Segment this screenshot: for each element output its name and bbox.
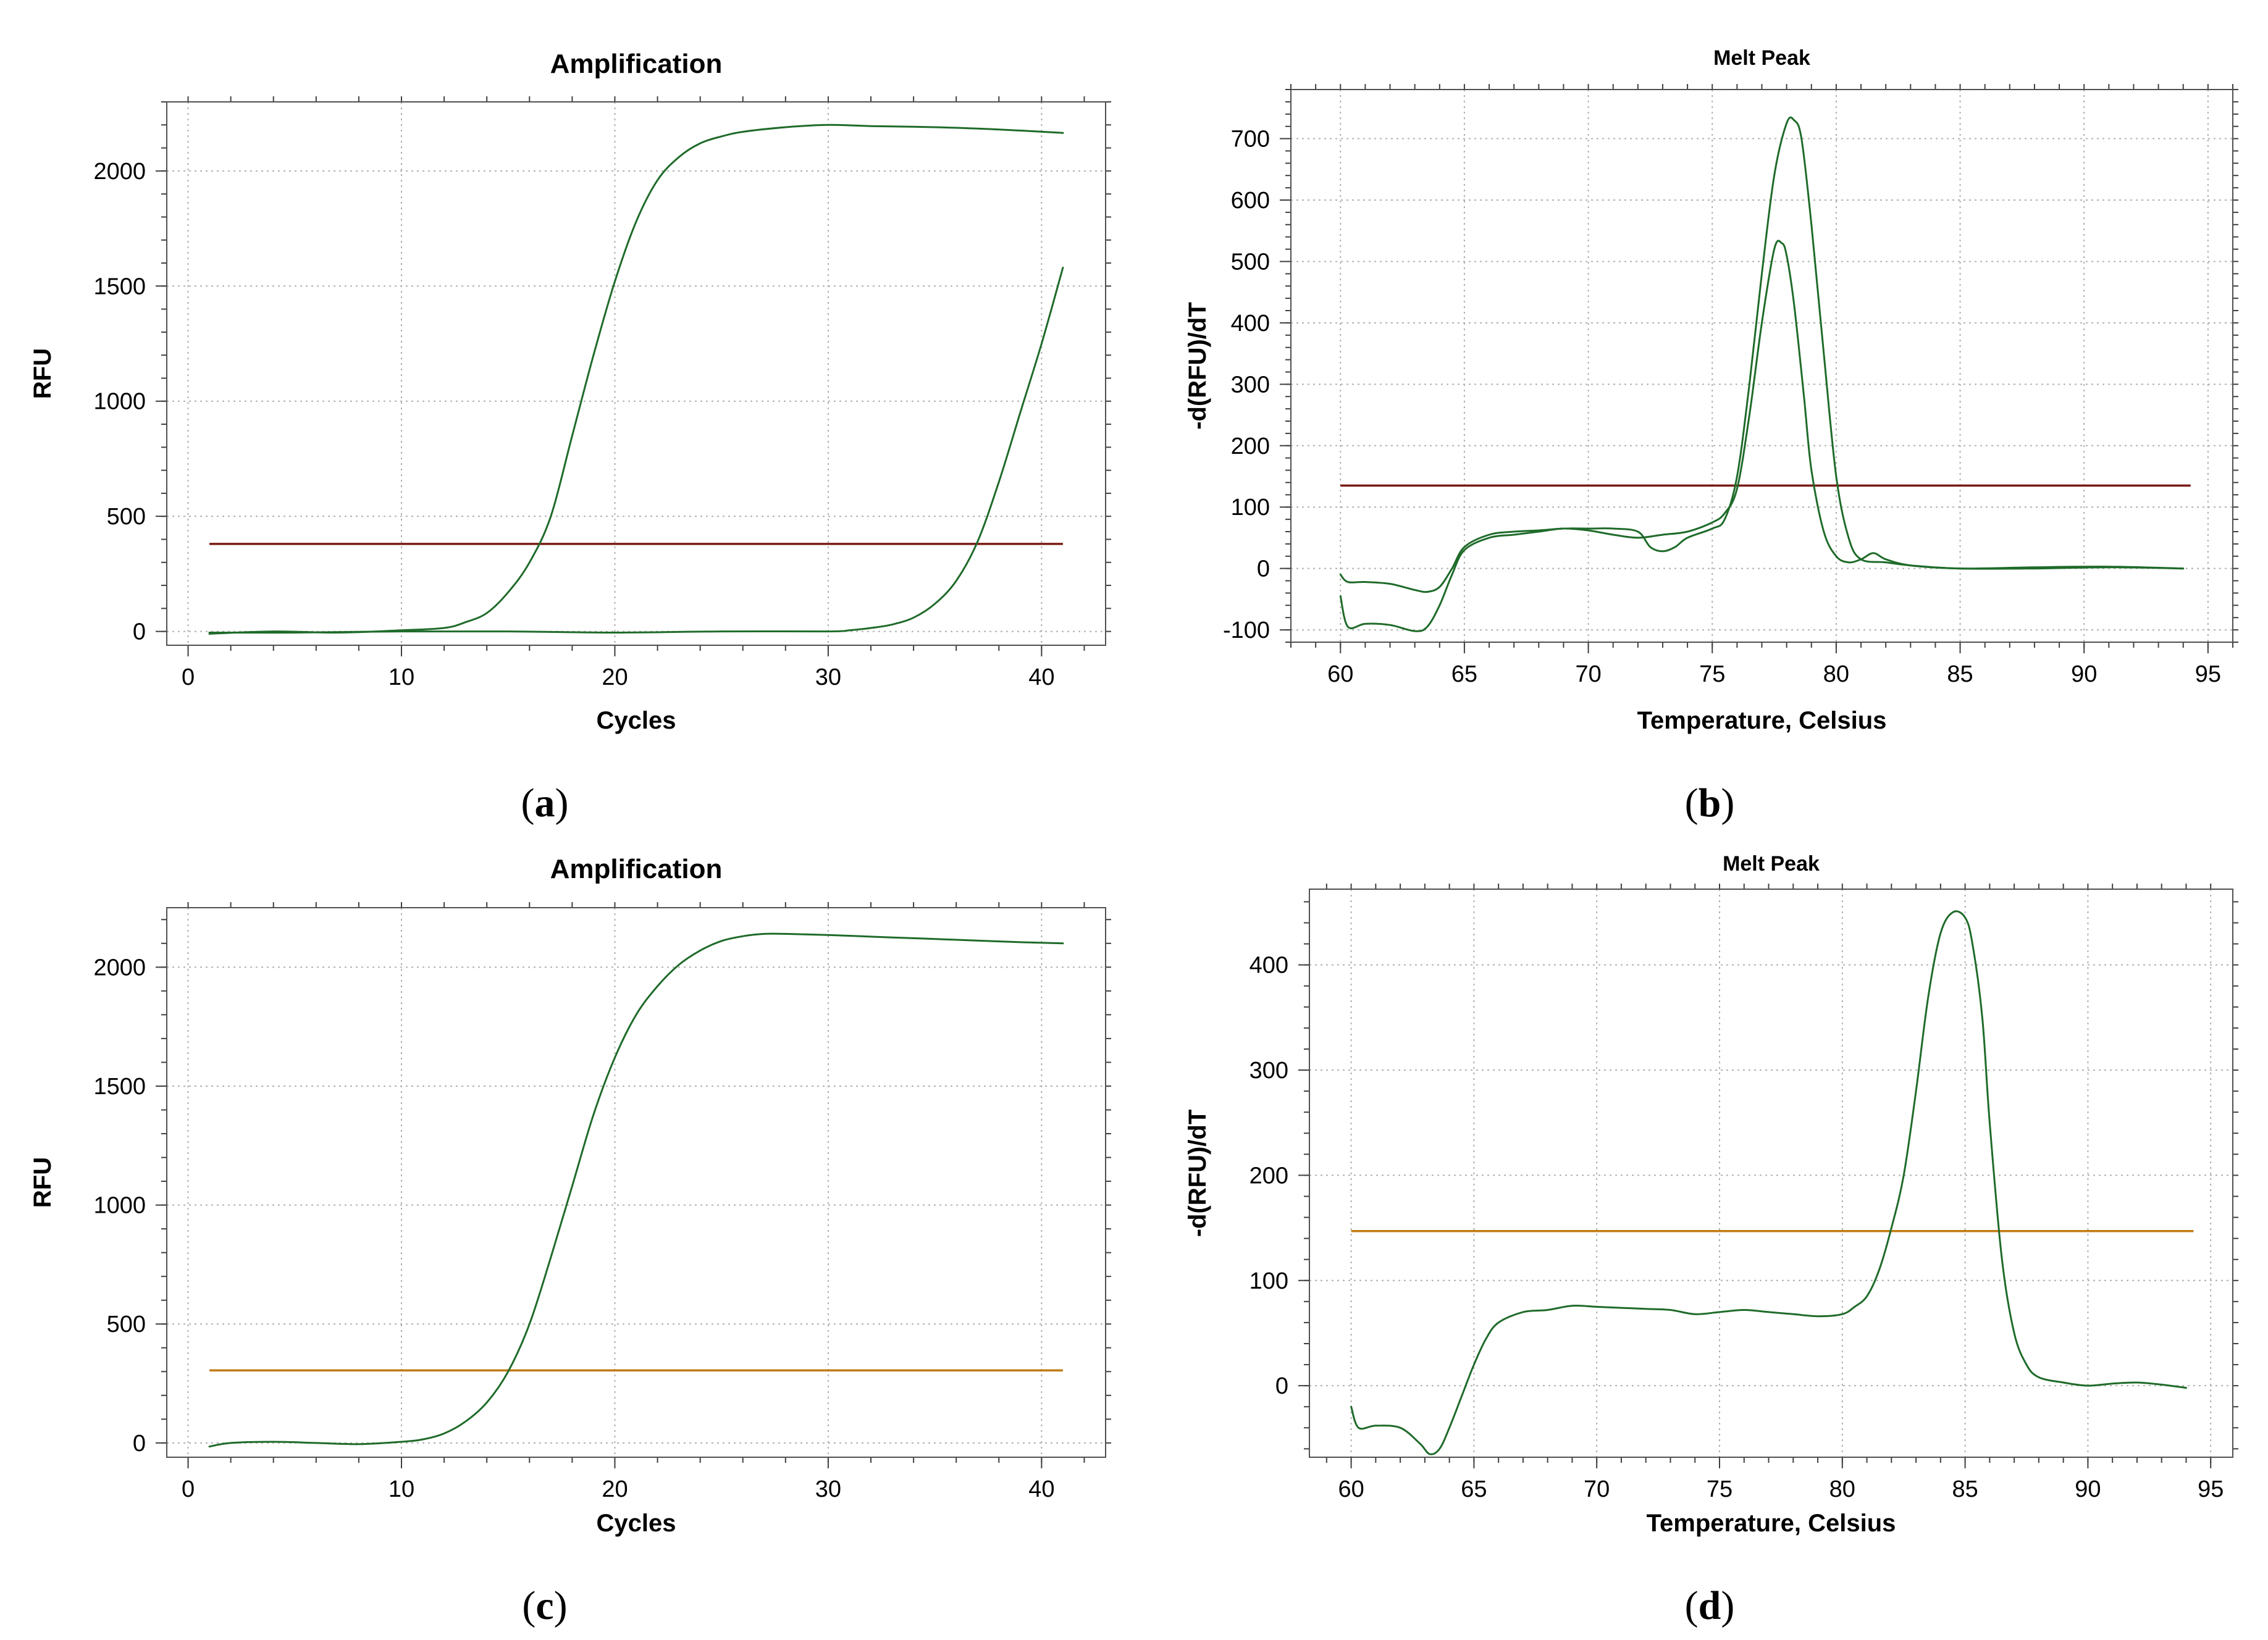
y-tick-label: 2000 <box>93 159 146 185</box>
x-tick-label: 10 <box>388 664 414 690</box>
panel-label-letter: b <box>1699 780 1721 826</box>
series-line-1 <box>1339 240 2185 632</box>
y-axis-label: -d(RFU)/dT <box>1184 1110 1211 1237</box>
panel-label-letter: d <box>1699 1583 1721 1628</box>
x-tick-label: 30 <box>815 1476 841 1502</box>
x-tick-label: 60 <box>1327 661 1353 687</box>
x-tick-label: 40 <box>1028 1476 1054 1502</box>
y-tick-label: 1500 <box>93 274 146 299</box>
chart-panel-d: Melt Peak 60 65 70 75 80 85 90 95 0 100 200 300 400 Te… <box>1184 852 2238 1628</box>
y-axis-label: RFU <box>29 1157 56 1208</box>
x-tick-label: 40 <box>1028 664 1054 690</box>
y-tick-label: 300 <box>1250 1058 1288 1084</box>
x-tick-label: 60 <box>1338 1476 1364 1502</box>
plot-frame <box>1309 889 2233 1458</box>
chart-panel-b: Melt Peak 60 65 70 75 80 85 90 95 -100 0 100 200 300 4… <box>1184 46 2238 826</box>
panel-label-close: ) <box>555 780 569 826</box>
panel-label-close: ) <box>1721 1583 1734 1628</box>
series-line-2 <box>208 267 1064 634</box>
panel-label-letter: a <box>535 780 555 826</box>
y-tick-label: 0 <box>1257 556 1270 582</box>
panel-label-open: ( <box>522 1583 536 1628</box>
y-tick-label: 100 <box>1250 1268 1288 1294</box>
y-tick-label: 1000 <box>93 389 146 415</box>
y-tick-label: 400 <box>1250 953 1288 979</box>
panel-label-close: ) <box>1721 780 1734 826</box>
y-tick-label: 400 <box>1231 311 1270 337</box>
panel-label-close: ) <box>554 1583 568 1628</box>
y-tick-label: 700 <box>1231 127 1270 153</box>
panel-label-d: (d) <box>1685 1583 1735 1628</box>
plot-area <box>167 908 1106 1457</box>
y-tick-label: 500 <box>1231 249 1270 275</box>
chart-title: Amplification <box>550 49 723 79</box>
x-axis-label: Cycles <box>597 1510 676 1537</box>
x-tick-label: 95 <box>2195 661 2221 687</box>
y-tick-label: -100 <box>1223 617 1270 643</box>
y-tick-label: 600 <box>1231 188 1270 214</box>
y-tick-label: 0 <box>133 1431 146 1457</box>
y-tick-label: 500 <box>107 504 146 530</box>
panel-label-open: ( <box>521 780 535 826</box>
chart-panel-a: Amplification 0 10 20 30 40 0 500 1000 1500 2000 Cy… <box>29 49 1111 826</box>
y-tick-label: 500 <box>107 1312 146 1337</box>
plot-area <box>1291 90 2233 642</box>
series-line-2 <box>1339 116 2185 593</box>
plot-frame <box>1290 89 2233 643</box>
plot-frame <box>166 907 1106 1458</box>
panel-label-letter: c <box>536 1583 553 1628</box>
y-tick-label: 200 <box>1250 1163 1288 1189</box>
series-line-1 <box>208 123 1064 635</box>
x-tick-label: 10 <box>388 1476 414 1502</box>
x-tick-label: 90 <box>2071 661 2097 687</box>
x-tick-label: 0 <box>182 664 195 690</box>
y-tick-label: 0 <box>133 619 146 645</box>
x-tick-label: 65 <box>1461 1476 1487 1502</box>
x-tick-label: 20 <box>602 664 628 690</box>
chart-title: Melt Peak <box>1723 852 1820 876</box>
panel-label-open: ( <box>1685 1583 1699 1628</box>
x-tick-label: 80 <box>1823 661 1849 687</box>
plot-frame <box>166 101 1106 646</box>
y-axis-label: -d(RFU)/dT <box>1184 302 1211 430</box>
x-tick-label: 0 <box>182 1476 195 1502</box>
chart-panel-c: Amplification 0 10 20 30 40 0 500 1000 1500 2000 Cy… <box>29 854 1111 1628</box>
series-line-1 <box>1350 910 2187 1455</box>
y-tick-label: 200 <box>1231 433 1270 459</box>
x-axis-label: Cycles <box>597 707 676 734</box>
y-tick-label: 1500 <box>93 1074 146 1100</box>
chart-title: Melt Peak <box>1713 46 1810 70</box>
plot-area <box>167 102 1106 645</box>
x-tick-label: 20 <box>602 1476 628 1502</box>
plot-area <box>1309 889 2233 1457</box>
x-tick-label: 75 <box>1707 1476 1732 1502</box>
x-tick-label: 85 <box>1952 1476 1978 1502</box>
x-tick-label: 70 <box>1575 661 1601 687</box>
x-tick-label: 65 <box>1451 661 1477 687</box>
x-tick-label: 90 <box>2075 1476 2101 1502</box>
x-tick-label: 30 <box>815 664 841 690</box>
y-axis-label: RFU <box>29 348 56 399</box>
y-tick-label: 2000 <box>93 955 146 981</box>
x-axis-label: Temperature, Celsius <box>1637 707 1887 734</box>
panel-label-c: (c) <box>522 1583 567 1628</box>
x-tick-label: 85 <box>1947 661 1973 687</box>
chart-title: Amplification <box>550 854 723 884</box>
x-tick-label: 70 <box>1584 1476 1610 1502</box>
panel-label-a: (a) <box>521 780 569 826</box>
series-line-1 <box>208 932 1064 1448</box>
x-tick-label: 95 <box>2198 1476 2224 1502</box>
x-tick-label: 80 <box>1829 1476 1855 1502</box>
y-tick-label: 300 <box>1231 372 1270 398</box>
y-tick-label: 1000 <box>93 1193 146 1219</box>
panel-label-b: (b) <box>1685 780 1735 826</box>
x-axis-label: Temperature, Celsius <box>1647 1510 1896 1537</box>
y-tick-label: 100 <box>1231 495 1270 521</box>
x-tick-label: 75 <box>1699 661 1725 687</box>
y-tick-label: 0 <box>1275 1373 1288 1399</box>
panel-label-open: ( <box>1685 780 1699 826</box>
